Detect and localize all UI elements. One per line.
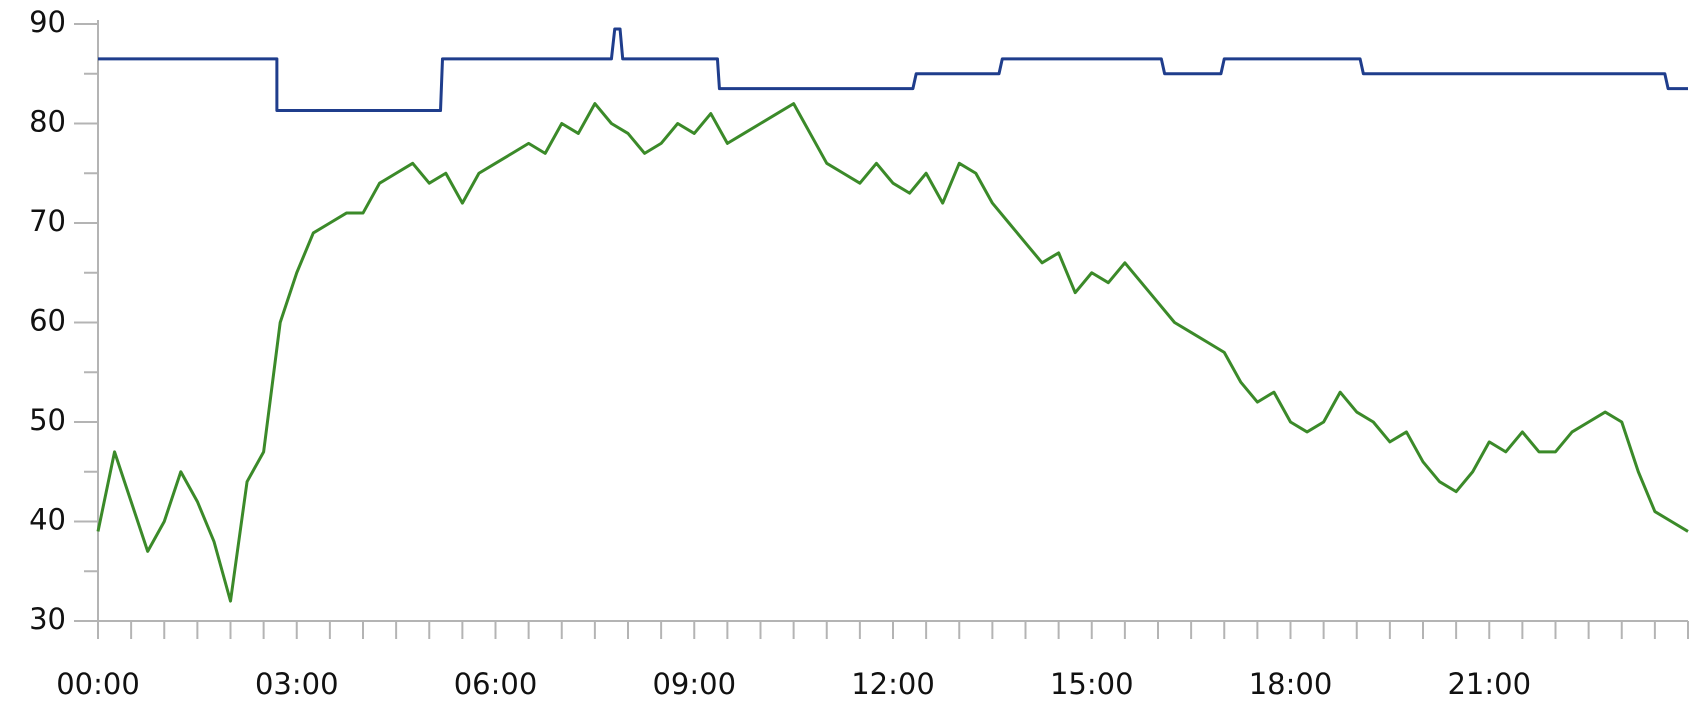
x-tick-label: 12:00 bbox=[851, 667, 935, 701]
y-tick-label: 50 bbox=[29, 403, 66, 437]
y-tick-label: 70 bbox=[29, 204, 66, 238]
x-tick-label: 09:00 bbox=[652, 667, 736, 701]
y-tick-label: 90 bbox=[29, 5, 66, 39]
y-tick-label: 80 bbox=[29, 105, 66, 139]
x-tick-label: 00:00 bbox=[56, 667, 140, 701]
x-tick-label: 15:00 bbox=[1050, 667, 1134, 701]
y-tick-label: 40 bbox=[29, 503, 66, 537]
y-tick-label: 60 bbox=[29, 304, 66, 338]
x-tick-label: 18:00 bbox=[1249, 667, 1333, 701]
series-line bbox=[96, 102, 1689, 603]
y-tick-label: 30 bbox=[29, 602, 66, 636]
x-tick-label: 21:00 bbox=[1447, 667, 1531, 701]
x-tick-label: 03:00 bbox=[255, 667, 339, 701]
x-tick-label: 06:00 bbox=[454, 667, 538, 701]
series-line bbox=[98, 27, 1688, 113]
